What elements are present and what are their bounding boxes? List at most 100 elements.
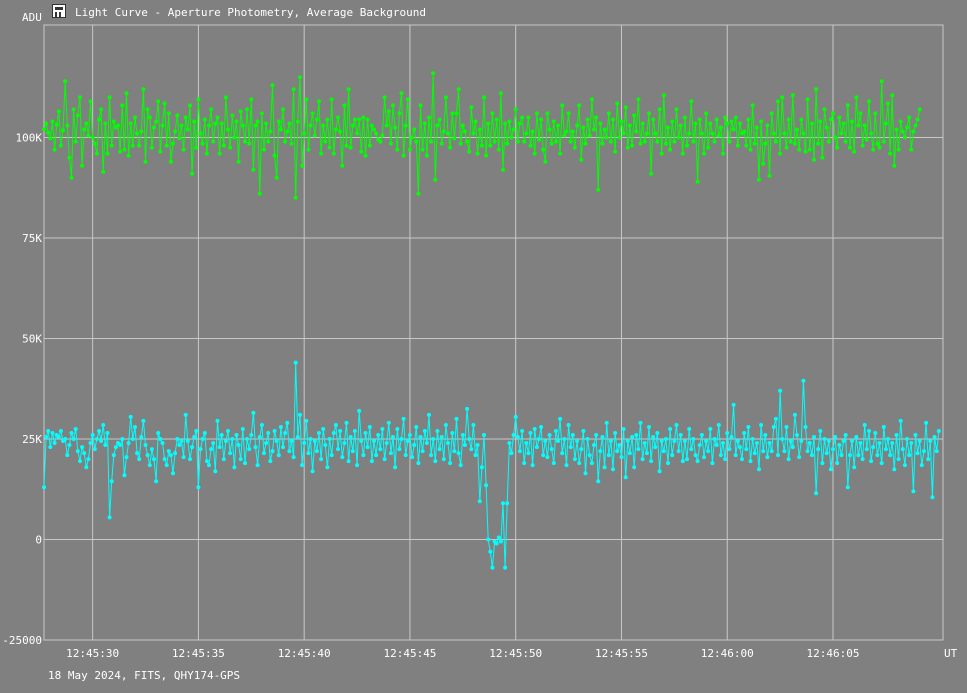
data-point [336, 447, 340, 452]
data-point [509, 135, 514, 140]
data-point [634, 129, 639, 134]
data-point [902, 463, 907, 468]
data-point [249, 433, 254, 437]
data-point [361, 115, 366, 120]
data-point [317, 99, 321, 104]
data-point [75, 449, 80, 454]
data-point [160, 441, 165, 445]
data-point [668, 147, 673, 152]
data-point [401, 416, 406, 421]
data-point [340, 455, 345, 460]
data-point [670, 119, 675, 124]
data-point [107, 515, 112, 520]
data-point [748, 459, 753, 464]
data-point [469, 447, 474, 452]
data-point [902, 135, 907, 140]
data-point [615, 101, 620, 106]
data-point [850, 439, 854, 443]
data-point [837, 115, 842, 120]
data-point [262, 451, 266, 456]
data-point [173, 129, 178, 134]
data-point [262, 147, 266, 152]
data-point [826, 139, 831, 144]
data-point [539, 117, 544, 122]
data-point [666, 461, 670, 466]
data-point [900, 447, 905, 452]
data-point [524, 441, 529, 445]
data-point [340, 163, 345, 168]
data-point [757, 177, 761, 182]
data-point [228, 145, 233, 150]
data-point [147, 463, 152, 468]
data-point [126, 441, 131, 445]
data-point [792, 141, 797, 146]
data-point [649, 459, 654, 464]
data-point [526, 451, 531, 456]
data-point [58, 143, 63, 148]
data-point [48, 445, 53, 450]
data-point [298, 75, 302, 80]
data-point [613, 431, 618, 435]
data-point [355, 131, 360, 136]
data-point [691, 139, 696, 144]
data-point [647, 111, 651, 116]
data-point [342, 103, 347, 108]
data-point [308, 123, 313, 128]
data-point [505, 141, 510, 146]
data-point [302, 441, 307, 445]
data-point [917, 439, 922, 443]
data-point [687, 427, 692, 431]
data-point [797, 455, 802, 460]
data-point [763, 141, 768, 146]
data-point [236, 443, 241, 447]
data-point [888, 151, 893, 156]
data-point [298, 412, 302, 417]
data-point [803, 425, 808, 429]
y-tick-label: -25000 [2, 634, 42, 647]
data-point [48, 136, 53, 141]
data-point [365, 117, 370, 122]
data-point [809, 121, 814, 126]
data-point [750, 103, 755, 108]
data-point [272, 429, 277, 433]
data-point [211, 139, 216, 144]
data-point [687, 131, 692, 136]
data-point [473, 119, 478, 124]
data-point [321, 427, 326, 431]
data-point [329, 453, 334, 458]
data-point [638, 420, 643, 425]
data-point [731, 402, 736, 407]
data-point [374, 453, 379, 458]
data-point [816, 447, 821, 452]
data-point [154, 119, 159, 124]
data-point [911, 129, 916, 134]
data-point [188, 103, 192, 108]
data-point [822, 437, 827, 441]
data-point [374, 131, 379, 136]
data-point [295, 119, 300, 124]
data-point [602, 465, 607, 470]
data-point [833, 135, 838, 140]
data-point [695, 179, 700, 184]
data-point [566, 111, 571, 116]
data-point [587, 133, 592, 138]
app-icon [52, 4, 66, 18]
data-point [725, 431, 730, 435]
data-point [446, 441, 450, 445]
data-point [744, 143, 749, 148]
data-point [130, 143, 135, 148]
data-point [883, 447, 888, 452]
data-point [524, 131, 529, 136]
data-point [486, 537, 491, 542]
data-point [446, 131, 450, 136]
data-point [769, 449, 774, 454]
data-point [594, 115, 599, 120]
data-point [568, 139, 573, 144]
data-point [890, 93, 895, 98]
data-point [922, 449, 926, 454]
data-point [812, 435, 816, 439]
data-point [50, 431, 55, 435]
data-point [369, 123, 374, 128]
data-point [407, 147, 412, 152]
data-point [843, 433, 848, 437]
